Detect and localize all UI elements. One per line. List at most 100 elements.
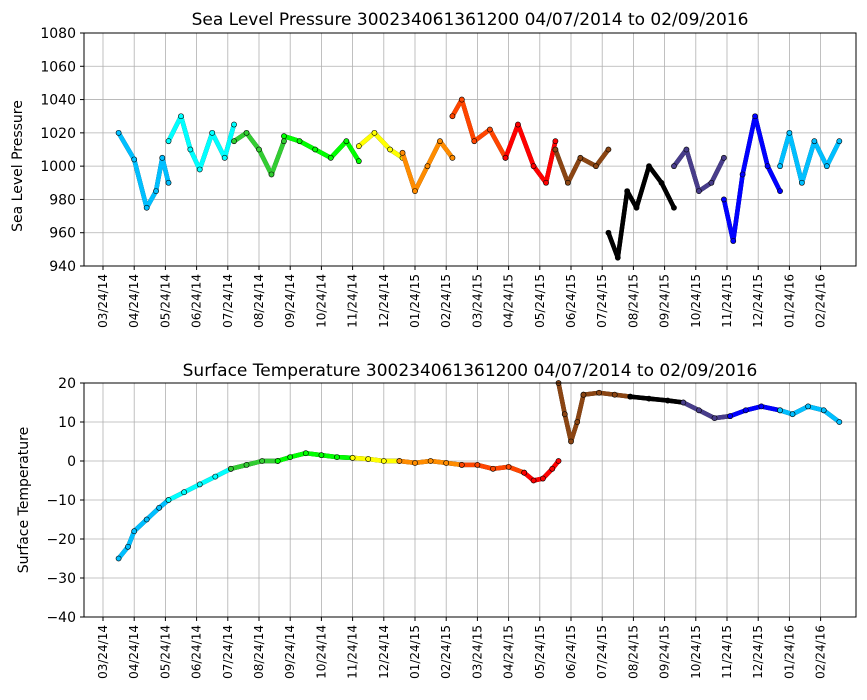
data-point [820,407,827,414]
x-tick-label: 09/24/14 [283,274,297,328]
x-tick-label: 09/24/14 [283,625,297,679]
data-point [143,204,150,211]
data-point [836,419,843,425]
y-tick-label: 0 [67,454,76,470]
data-point [424,163,431,170]
pressure-plot-frame [83,32,857,267]
pressure-chart: Sea Level Pressure 300234061361200 04/07… [10,10,857,328]
data-point [789,411,796,418]
data-point [777,163,783,170]
x-tick-label: 08/24/14 [252,625,266,679]
data-point [181,489,188,496]
data-point [334,454,340,460]
x-tick-label: 05/24/15 [533,625,547,679]
data-point [521,469,528,476]
data-point [371,129,378,136]
y-tick-label: −30 [46,571,76,587]
data-point [530,163,537,170]
data-point [777,407,783,414]
x-tick-label: 10/24/15 [689,274,703,328]
data-point [165,179,172,186]
data-point [739,171,746,178]
y-tick-label: −10 [46,493,76,509]
data-trace [727,404,783,419]
data-point [552,138,559,145]
y-tick-label: −40 [46,610,76,626]
data-point [458,461,465,468]
x-tick-label: 03/24/15 [470,625,484,679]
y-tick-label: 10 [58,415,76,431]
x-tick-label: 06/24/14 [190,625,204,679]
data-point [365,456,372,462]
data-point [196,481,203,488]
data-point [327,154,334,161]
y-tick-label: −20 [46,532,76,548]
data-point [502,154,509,161]
data-point [449,113,456,120]
data-point [153,188,159,195]
x-tick-label: 02/24/16 [814,274,828,328]
data-point [752,113,758,120]
data-point [730,238,737,244]
data-point [196,166,203,173]
x-tick-label: 12/24/14 [377,274,391,328]
x-tick-label: 04/24/15 [502,625,516,679]
data-trace [606,163,677,260]
data-point [798,179,805,186]
data-point [399,149,406,156]
data-point [231,138,237,145]
data-point [593,163,599,170]
data-point [758,403,765,410]
x-tick-label: 01/24/15 [408,274,422,328]
data-point [380,458,387,464]
x-tick-label: 09/24/15 [658,625,672,679]
x-tick-label: 05/24/14 [158,625,172,679]
x-tick-label: 11/24/14 [346,274,360,328]
x-tick-label: 03/24/15 [470,274,484,328]
x-tick-label: 12/24/15 [751,625,765,679]
data-point [296,138,303,145]
data-point [680,399,687,406]
x-tick-label: 09/24/15 [658,274,672,328]
data-point [115,129,122,136]
data-point [764,163,771,170]
pressure-data-marks [115,96,843,261]
data-point [281,138,287,145]
x-tick-label: 08/24/15 [626,274,640,328]
temperature-chart: Surface Temperature 300234061361200 04/0… [16,361,857,679]
data-point [302,450,309,457]
data-trace [228,458,280,472]
x-tick-label: 03/24/14 [96,625,110,679]
x-tick-label: 10/24/14 [314,274,328,328]
y-tick-label: 1040 [40,93,76,109]
data-point [318,452,325,459]
data-point [605,146,612,153]
data-point [486,126,493,133]
data-point [574,419,581,425]
temperature-x-ticks: 03/24/14 04/24/14 05/24/14 06/24/14 07/24/14… [96,617,828,679]
data-point [243,129,250,136]
x-tick-label: 01/24/16 [782,625,796,679]
data-point [555,458,562,464]
x-tick-label: 08/24/14 [252,274,266,328]
data-trace [671,147,727,194]
y-tick-label: 1020 [40,126,76,142]
x-tick-label: 02/24/15 [439,274,453,328]
data-point [165,497,172,503]
data-point [287,454,294,460]
data-point [449,154,456,161]
data-point [437,138,443,145]
data-point [471,138,478,145]
x-tick-label: 03/24/14 [96,274,110,328]
data-point [259,458,266,464]
data-point [349,454,356,461]
data-point [505,463,512,470]
data-point [115,555,122,562]
y-tick-label: 940 [49,259,76,275]
data-point [624,188,631,195]
data-point [823,163,830,170]
data-point [343,138,350,145]
data-point [543,179,549,186]
data-point [231,121,237,128]
